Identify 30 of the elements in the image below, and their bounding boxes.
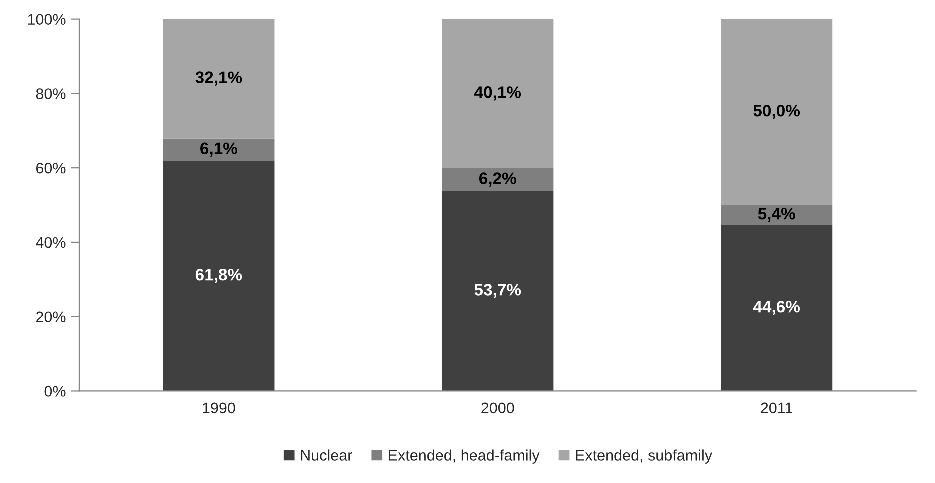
bar xyxy=(163,138,275,162)
data-label: 50,0% xyxy=(754,104,800,120)
bar xyxy=(721,225,833,392)
legend-label: Nuclear xyxy=(301,450,352,461)
bar xyxy=(721,205,833,226)
y-tick-label: 60% xyxy=(36,162,66,174)
x-tick-label: 1990 xyxy=(203,402,236,414)
y-tick-label: 20% xyxy=(36,312,66,323)
data-label: 53,7% xyxy=(474,284,522,298)
bar xyxy=(163,161,275,392)
y-tick-label: 40% xyxy=(36,237,66,248)
x-tick-label: 2000 xyxy=(482,402,514,414)
data-label: 40,1% xyxy=(474,86,522,101)
bar xyxy=(442,19,554,168)
y-tick-label: 100% xyxy=(28,14,66,26)
y-tick-label: 80% xyxy=(36,88,66,100)
bar xyxy=(442,168,554,192)
data-label: 6,2% xyxy=(480,172,516,187)
data-label: 61,8% xyxy=(196,268,242,284)
data-label: 32,1% xyxy=(196,72,242,86)
bar xyxy=(721,19,833,206)
x-tick-label: 2011 xyxy=(761,402,793,414)
bar xyxy=(163,19,275,139)
bar xyxy=(442,192,554,392)
legend-label: Extended, head-family xyxy=(389,450,540,464)
y-tick-label: 0% xyxy=(44,386,66,397)
legend-label: Extended, subfamily xyxy=(576,450,713,464)
data-label: 5,4% xyxy=(758,208,796,222)
data-label: 44,6% xyxy=(753,300,800,316)
data-label: 6,1% xyxy=(200,142,238,157)
